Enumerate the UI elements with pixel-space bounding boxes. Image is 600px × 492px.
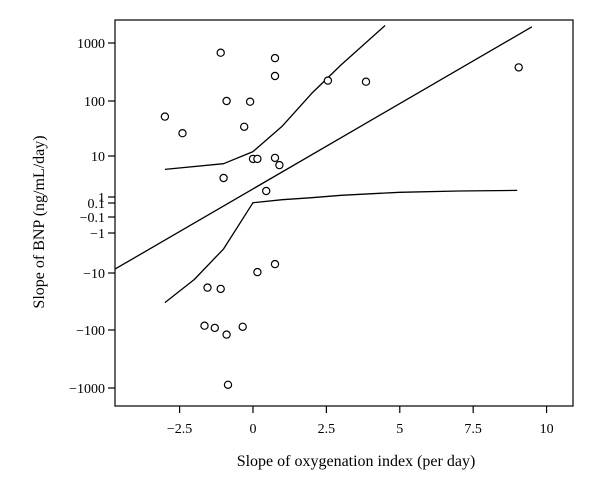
y-tick-label: −0.1 (80, 211, 105, 226)
data-point (200, 321, 209, 330)
x-tick-label: 10 (540, 422, 554, 437)
data-point (238, 322, 247, 331)
data-point (245, 97, 255, 106)
x-tick-label: 0 (249, 422, 256, 437)
data-point (222, 96, 231, 106)
data-point (270, 71, 280, 81)
x-tick-label: −2.5 (167, 422, 192, 437)
data-point (222, 330, 231, 339)
y-tick-label: −1000 (69, 382, 105, 397)
data-point (178, 128, 187, 138)
data-point (361, 77, 371, 86)
y-tick-label: −100 (76, 324, 105, 339)
data-point (223, 380, 233, 389)
data-point (216, 48, 225, 57)
y-tick-label: 10 (91, 150, 105, 165)
data-point (270, 153, 280, 163)
x-tick-label: 2.5 (318, 422, 336, 437)
data-point (219, 173, 228, 183)
y-tick-label: 0.1 (88, 197, 106, 212)
upper-confidence-curve (164, 25, 386, 171)
data-point (270, 53, 280, 63)
y-tick-label: 1 (98, 191, 105, 206)
data-point (203, 283, 212, 292)
regression-line (114, 26, 533, 270)
plot-frame (114, 19, 574, 407)
data-point (160, 112, 170, 121)
y-axis-ticks: 1000 100 10 10.1−0.1−1 −10 −100 −1000 (69, 37, 115, 397)
x-axis-title: Slope of oxygenation index (per day) (237, 453, 476, 470)
data-point (262, 186, 271, 196)
data-point (253, 267, 262, 277)
data-point (216, 284, 225, 294)
fit-lines (114, 25, 533, 304)
data-point (239, 122, 249, 132)
y-tick-label: −10 (83, 267, 105, 282)
y-tick-label: 100 (84, 95, 105, 110)
x-tick-label: 7.5 (464, 422, 482, 437)
data-point (253, 154, 262, 164)
x-tick-label: 5 (396, 422, 403, 437)
data-point (275, 160, 284, 170)
data-points (160, 48, 523, 389)
y-axis-title: Slope of BNP (ng/mL/day) (31, 135, 48, 308)
y-tick-label: −1 (90, 227, 105, 242)
data-point (514, 63, 523, 72)
x-axis-ticks: −2.5 0 2.5 5 7.5 10 (167, 406, 554, 437)
y-tick-label: 1000 (77, 37, 105, 52)
data-point (323, 76, 333, 85)
lower-confidence-curve (164, 189, 518, 304)
data-point (270, 259, 280, 269)
data-point (210, 323, 219, 333)
